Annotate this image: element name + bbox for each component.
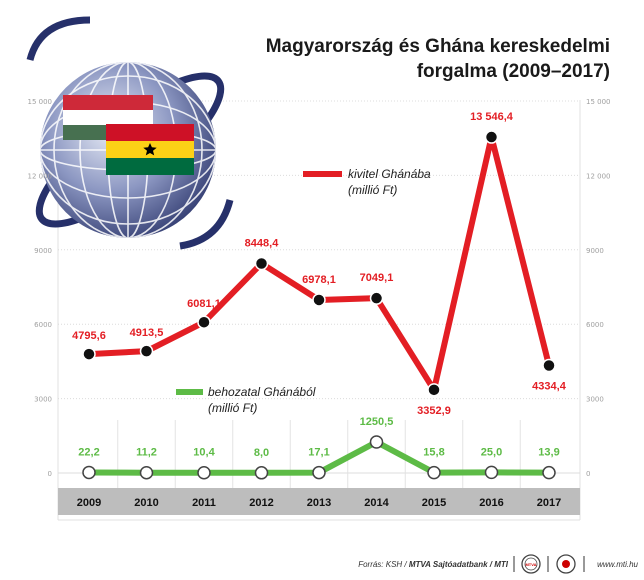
- export-data-label: 4913,5: [130, 327, 164, 339]
- x-tick-label: 2017: [537, 497, 561, 509]
- x-tick-label: 2011: [192, 497, 216, 509]
- export-point: [197, 315, 211, 329]
- title-line-2: forgalma (2009–2017): [417, 61, 610, 82]
- footer-website: www.mti.hu: [597, 560, 638, 569]
- import-data-label: 8,0: [254, 447, 269, 459]
- import-data-label: 11,2: [136, 447, 157, 459]
- import-point: [82, 465, 96, 480]
- y-tick-label-right: 6000: [586, 321, 604, 329]
- export-data-label: 8448,4: [245, 237, 280, 249]
- export-data-label: 6081,1: [187, 298, 221, 310]
- x-axis-labels: 2009 2010 2011 2012 2013 2014 2015 2016 2017: [77, 497, 561, 509]
- x-tick-label: 2013: [307, 497, 331, 509]
- export-point: [254, 256, 269, 271]
- y-tick-label-right: 0: [586, 470, 590, 478]
- y-tick-label-right: 12 000: [586, 172, 611, 180]
- y-tick-label-right: 3000: [586, 396, 604, 404]
- import-point: [369, 435, 384, 449]
- export-point: [542, 358, 556, 373]
- export-point: [312, 293, 326, 307]
- legend-export-label: kivitel Ghánába: [348, 167, 431, 181]
- x-tick-label: 2016: [479, 497, 503, 509]
- ghana-flag: [106, 124, 194, 175]
- x-tick-label: 2015: [422, 497, 446, 509]
- import-data-label: 25,0: [481, 446, 502, 458]
- svg-text:MTVA: MTVA: [525, 562, 536, 567]
- import-data-label: 1250,5: [360, 416, 394, 428]
- import-data-label: 10,4: [193, 447, 215, 459]
- footer-source: Forrás: KSH / MTVA Sajtóadatbank / MTI: [358, 560, 509, 569]
- legend-import: behozatal Ghánából (millió Ft): [176, 385, 316, 415]
- export-point: [82, 347, 96, 361]
- import-point: [427, 465, 441, 480]
- import-data-label: 15,8: [423, 447, 444, 459]
- plot-area: [57, 100, 581, 521]
- legend-import-label: behozatal Ghánából: [208, 385, 316, 399]
- export-point: [484, 130, 499, 144]
- import-point: [254, 466, 269, 480]
- import-point: [542, 465, 556, 480]
- legend-export: kivitel Ghánába (millió Ft): [303, 167, 431, 197]
- export-data-label: 7049,1: [360, 272, 394, 284]
- export-data-label: 4795,6: [72, 330, 106, 342]
- y-tick-label-left: 12 000: [28, 172, 53, 180]
- import-data-label: 13,9: [538, 447, 559, 459]
- export-point: [369, 291, 384, 305]
- x-tick-label: 2010: [134, 497, 158, 509]
- import-point: [197, 465, 211, 480]
- mtva-logo-icon: MTVA: [521, 554, 541, 574]
- footer: Forrás: KSH / MTVA Sajtóadatbank / MTI M…: [358, 554, 639, 574]
- legend-import-unit: (millió Ft): [208, 401, 257, 415]
- import-data-label: 17,1: [308, 447, 329, 459]
- y-tick-label-left: 0: [48, 470, 52, 478]
- y-tick-label-right: 9000: [586, 247, 604, 255]
- import-point: [312, 465, 326, 480]
- left-y-axis: 0 3000 6000 9000 12 000 15 000: [28, 98, 53, 478]
- import-point: [139, 465, 154, 480]
- import-point: [484, 465, 499, 480]
- export-point: [139, 344, 154, 358]
- y-tick-label-left: 9000: [34, 247, 52, 255]
- y-tick-label-left: 3000: [34, 396, 52, 404]
- year-axis-band: [58, 488, 580, 515]
- black-star-icon: [143, 143, 157, 156]
- export-data-label: 13 546,4: [470, 111, 514, 123]
- y-tick-label-left: 6000: [34, 321, 52, 329]
- export-data-label: 4334,4: [532, 381, 567, 393]
- chart-title: Magyarország és Ghána kereskedelmi forga…: [266, 36, 610, 82]
- import-data-label: 22,2: [78, 446, 99, 458]
- series-import: 22,2 11,2 10,4 8,0 17,1 1250,5 15,8 25,0 13,9: [78, 416, 560, 480]
- series-export: 4795,6 4913,5 6081,1 8448,4 6978,1 7049,1 3352…: [72, 111, 567, 417]
- mti-logo-icon: [556, 554, 576, 574]
- legend-export-unit: (millió Ft): [348, 183, 397, 197]
- x-tick-label: 2014: [364, 497, 389, 509]
- export-data-label: 3352,9: [417, 405, 451, 417]
- x-tick-label: 2012: [249, 497, 273, 509]
- y-tick-label-right: 15 000: [586, 98, 611, 106]
- export-point: [427, 383, 441, 397]
- x-tick-label: 2009: [77, 497, 101, 509]
- y-tick-label-left: 15 000: [28, 98, 53, 106]
- title-line-1: Magyarország és Ghána kereskedelmi: [266, 36, 610, 57]
- right-y-axis: 0 3000 6000 9000 12 000 15 000: [586, 98, 611, 478]
- export-data-label: 6978,1: [302, 274, 336, 286]
